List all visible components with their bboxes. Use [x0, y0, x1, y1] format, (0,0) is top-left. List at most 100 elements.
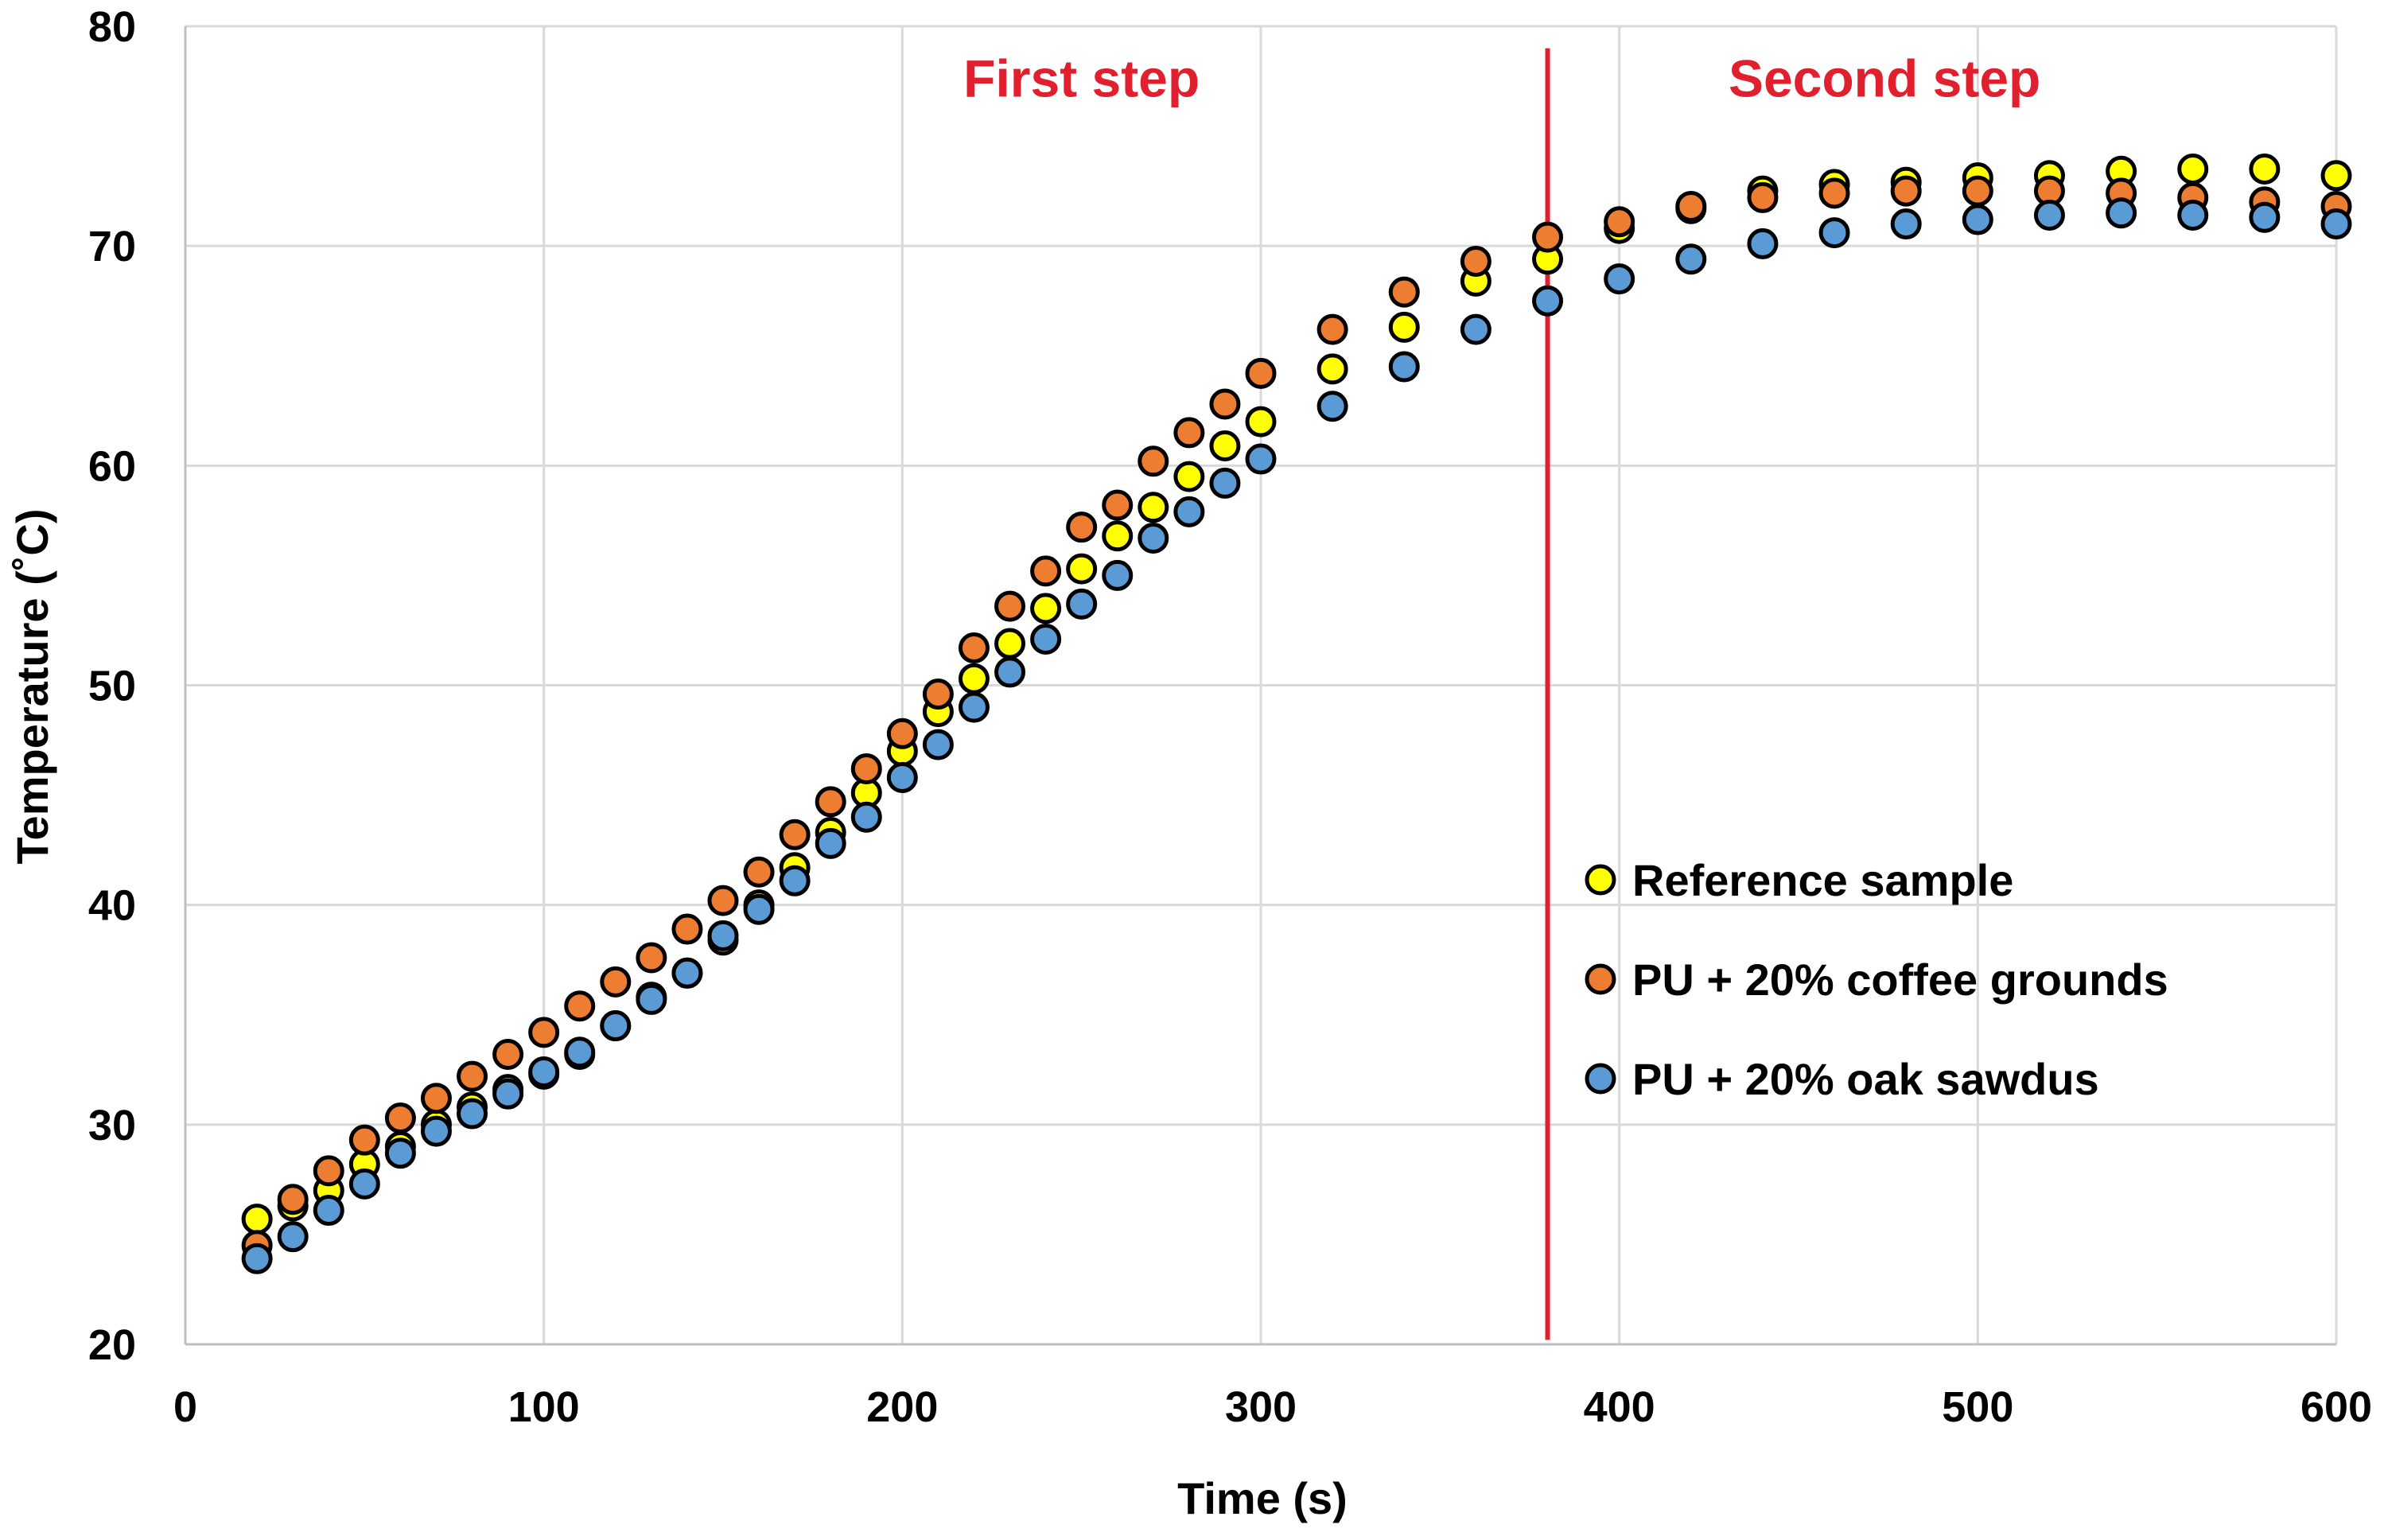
data-point: [2249, 201, 2281, 233]
legend-marker: [1585, 963, 1616, 995]
data-point: [779, 819, 811, 850]
data-point: [1747, 181, 1779, 213]
data-point: [779, 865, 811, 896]
x-axis-title: Time (s): [1177, 1473, 1348, 1523]
data-point: [492, 1078, 524, 1110]
x-tick-label: 300: [1225, 1383, 1297, 1431]
data-point: [1030, 593, 1062, 624]
data-point: [707, 920, 739, 951]
data-point: [1173, 461, 1205, 492]
y-tick-label: 40: [88, 882, 136, 930]
data-point: [671, 913, 703, 945]
x-tick-label: 600: [2300, 1383, 2372, 1431]
data-point: [1962, 204, 1993, 235]
data-point: [1604, 263, 1635, 295]
data-point: [277, 1221, 309, 1253]
x-tick-label: 0: [173, 1383, 197, 1431]
x-tick-label: 200: [866, 1383, 938, 1431]
data-point: [886, 718, 918, 749]
x-tick-label: 500: [1942, 1383, 2013, 1431]
data-point: [1030, 555, 1062, 587]
data-point: [1890, 208, 1922, 240]
data-point: [636, 983, 667, 1015]
data-point: [1316, 391, 1348, 422]
data-point: [384, 1102, 416, 1134]
data-point: [277, 1184, 309, 1215]
data-point: [1675, 243, 1707, 275]
tick-labels: 20 30 40 50 60 70 80 0 100 200 300 400 500 600: [88, 3, 2372, 1431]
data-point: [1388, 311, 1420, 343]
data-point: [420, 1083, 452, 1114]
data-point: [636, 942, 667, 974]
data-point: [1138, 445, 1169, 477]
data-point: [2033, 200, 2065, 231]
data-point: [886, 761, 918, 793]
data-point: [958, 691, 990, 723]
y-tick-label: 30: [88, 1102, 136, 1149]
data-point: [1818, 177, 1850, 209]
data-point: [707, 885, 739, 916]
data-point: [420, 1115, 452, 1147]
data-point: [922, 729, 954, 760]
data-point: [1316, 313, 1348, 345]
data-point: [1245, 357, 1277, 389]
data-point: [1030, 624, 1062, 655]
data-point: [1388, 276, 1420, 308]
data-point: [1173, 417, 1205, 449]
step-annotations: First step Second step: [963, 49, 2040, 107]
data-point: [1675, 190, 1707, 222]
data-point: [384, 1138, 416, 1169]
data-point: [457, 1098, 488, 1130]
data-point: [492, 1038, 524, 1070]
data-point: [1460, 313, 1491, 345]
data-point: [600, 1010, 632, 1042]
data-point: [1245, 406, 1277, 438]
y-tick-label: 50: [88, 663, 136, 710]
data-point: [528, 1056, 560, 1088]
data-point: [815, 786, 846, 818]
data-point: [1209, 467, 1241, 499]
axes: [184, 26, 2336, 1346]
data-point: [1209, 430, 1241, 461]
step-annotation: Second step: [1729, 49, 2040, 107]
data-point: [958, 632, 990, 664]
legend-label: PU + 20% coffee grounds: [1632, 955, 2168, 1005]
data-point: [1066, 553, 1098, 585]
data-point: [1532, 285, 1564, 317]
legend-label: Reference sample: [1632, 855, 2013, 905]
data-point: [241, 1204, 273, 1235]
data-point: [1102, 520, 1134, 552]
data-point: [2177, 200, 2209, 231]
data-point: [564, 990, 596, 1022]
data-point: [1604, 206, 1635, 238]
y-axis-title: Temperature (˚C): [7, 508, 57, 864]
data-point: [2249, 154, 2281, 185]
data-point: [2177, 154, 2209, 185]
legend-marker: [1585, 864, 1616, 896]
data-point: [922, 679, 954, 710]
data-point: [313, 1155, 344, 1187]
x-tick-label: 100: [508, 1383, 580, 1431]
data-point: [2320, 160, 2352, 192]
data-point: [743, 856, 775, 888]
x-tick-label: 400: [1584, 1383, 1655, 1431]
data-point: [1962, 175, 1993, 207]
data-point: [671, 957, 703, 989]
data-point: [1102, 489, 1134, 521]
data-point: [994, 656, 1026, 688]
data-point: [348, 1168, 380, 1200]
data-point: [994, 590, 1026, 622]
data-point: [743, 893, 775, 925]
legend: Reference sample PU + 20% coffee grounds P…: [1585, 855, 2168, 1104]
data-point: [1245, 443, 1277, 475]
data-point: [1102, 559, 1134, 591]
data-point: [850, 752, 882, 784]
data-point: [1066, 511, 1098, 543]
data-point: [1818, 217, 1850, 249]
series-3: [241, 197, 2352, 1274]
data-point: [348, 1124, 380, 1156]
data-point: [457, 1060, 488, 1092]
data-points: [241, 154, 2352, 1274]
